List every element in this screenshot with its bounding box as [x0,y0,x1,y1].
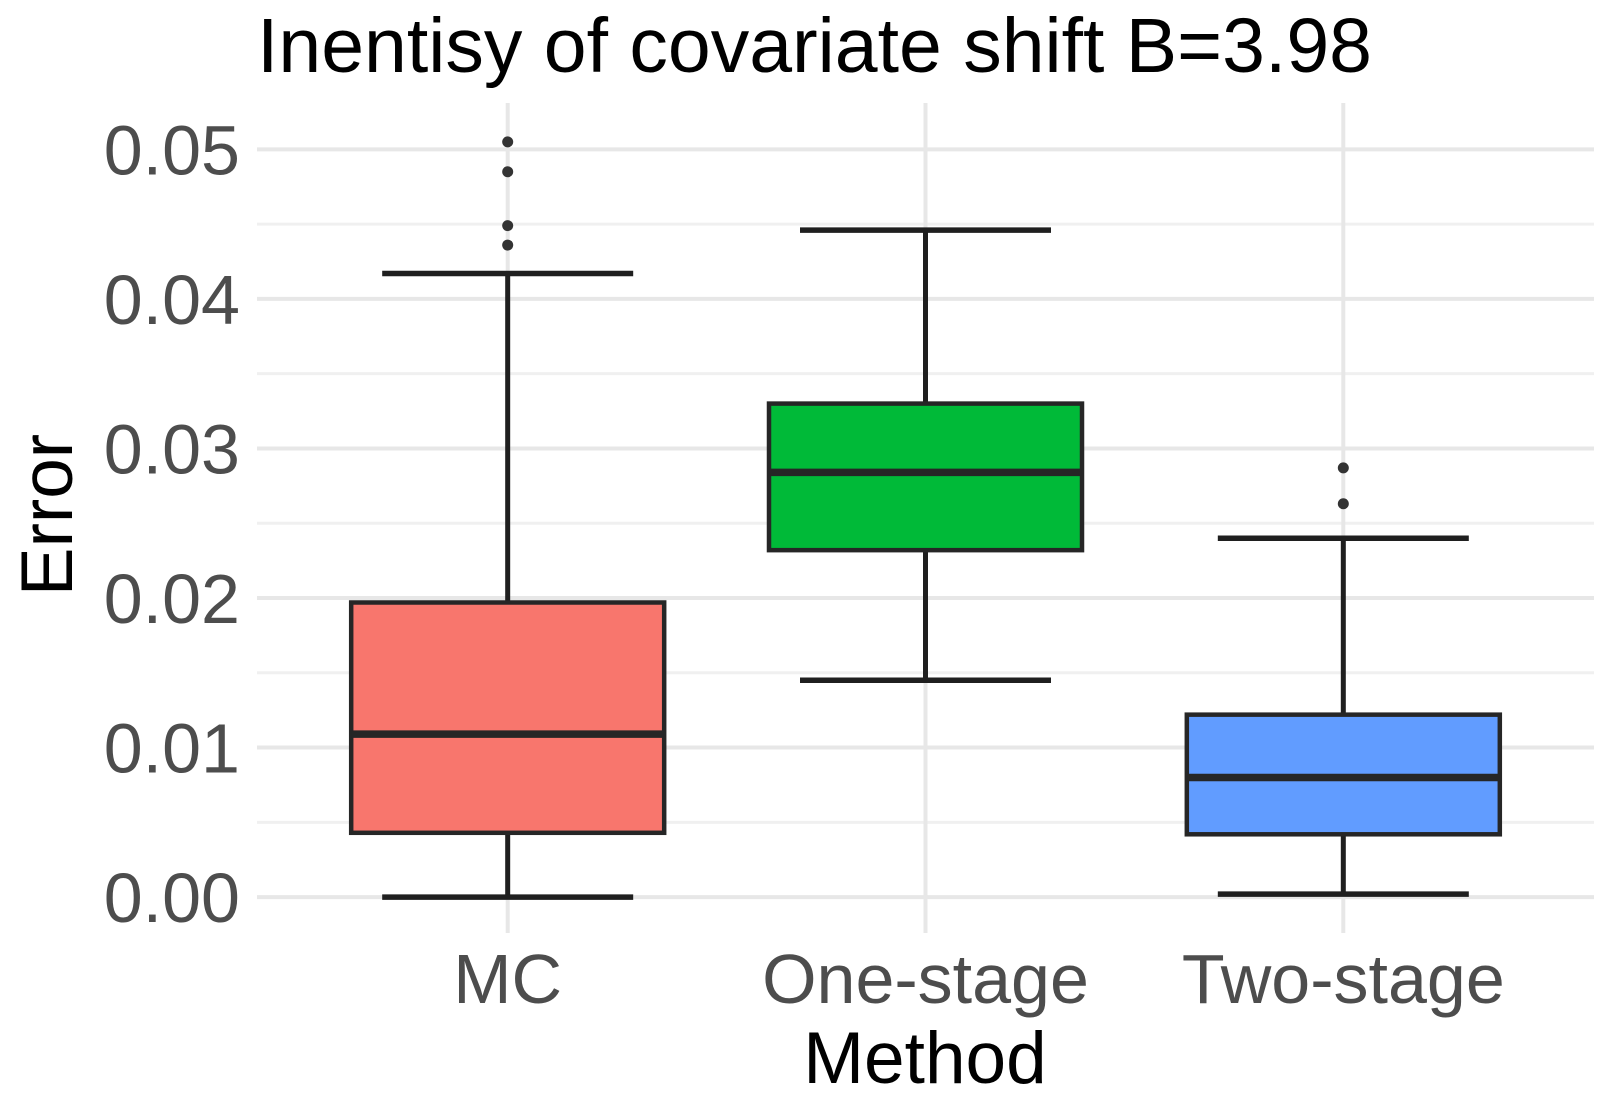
box-two-stage [1184,462,1503,897]
y-axis-tick-labels: 0.00 0.01 0.02 0.03 0.04 0.05 [104,111,240,937]
boxplots [348,136,1503,900]
y-axis-title: Error [7,434,88,596]
y-tick-label: 0.00 [104,859,240,937]
x-axis-title: Method [803,1018,1047,1099]
outlier-point [1337,498,1349,510]
iqr-box [766,401,1085,553]
outlier-point [1337,462,1349,474]
x-tick-label: One-stage [762,940,1089,1018]
outlier-point [502,239,514,251]
box-one-stage [766,227,1085,684]
y-tick-label: 0.02 [104,560,240,638]
y-tick-label: 0.01 [104,710,240,788]
chart-title: Inentisy of covariate shift B=3.98 [257,3,1372,89]
box-mc [348,136,667,900]
outlier-point [502,166,514,178]
outlier-point [502,220,514,232]
x-tick-label: MC [453,940,562,1018]
x-tick-label: Two-stage [1182,940,1505,1018]
x-axis-tick-labels: MC One-stage Two-stage [453,940,1505,1018]
y-tick-label: 0.05 [104,111,240,189]
y-tick-label: 0.03 [104,410,240,488]
iqr-box [348,600,667,836]
y-tick-label: 0.04 [104,261,240,339]
outlier-point [502,136,514,148]
